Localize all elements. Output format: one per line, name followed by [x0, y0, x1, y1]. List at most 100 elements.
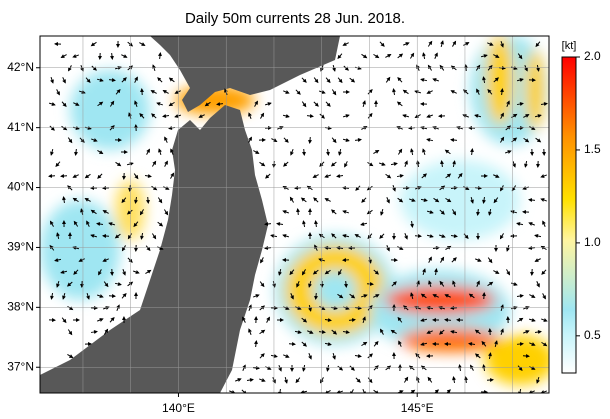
- arrow: [373, 294, 380, 298]
- arrow: [127, 65, 134, 71]
- arrow: [536, 64, 540, 72]
- arrow: [114, 233, 121, 239]
- arrow: [337, 293, 344, 299]
- arrow: [49, 125, 55, 131]
- arrow: [404, 233, 408, 240]
- arrow: [67, 185, 73, 191]
- arrow: [343, 65, 349, 71]
- arrow: [410, 292, 414, 300]
- arrow: [62, 292, 66, 300]
- arrow: [174, 114, 182, 118]
- arrow: [235, 378, 242, 382]
- arrow: [452, 280, 456, 288]
- arrow: [278, 388, 282, 393]
- arrow: [534, 114, 542, 118]
- arrow: [121, 77, 127, 83]
- arrow: [487, 88, 493, 95]
- arrow: [300, 197, 307, 203]
- arrow: [78, 90, 86, 94]
- arrow: [474, 114, 482, 118]
- arrow: [516, 78, 524, 82]
- arrow: [151, 233, 157, 240]
- arrow: [282, 210, 289, 214]
- arrow: [91, 65, 97, 71]
- arrow: [337, 77, 343, 84]
- arrow: [158, 148, 162, 156]
- arrow: [140, 232, 144, 240]
- arrow: [349, 365, 355, 371]
- arrow: [444, 294, 451, 298]
- arrow: [536, 281, 540, 288]
- arrow: [476, 88, 480, 95]
- arrow: [248, 136, 252, 143]
- arrow: [500, 88, 504, 96]
- arrow: [349, 77, 356, 83]
- arrow: [396, 174, 404, 178]
- arrow: [534, 234, 542, 238]
- arrow: [56, 280, 60, 288]
- arrow: [127, 257, 133, 263]
- arrow: [133, 221, 139, 228]
- arrow: [463, 233, 469, 239]
- arrow: [72, 174, 79, 178]
- arrow: [253, 294, 260, 298]
- arrow: [301, 317, 308, 323]
- arrow: [73, 102, 80, 106]
- arrow: [290, 149, 294, 156]
- arrow: [318, 258, 326, 262]
- arrow: [517, 317, 524, 323]
- arrow: [283, 137, 289, 143]
- arrow: [246, 378, 254, 382]
- arrow: [97, 150, 104, 155]
- arrow: [332, 352, 336, 360]
- arrow: [529, 342, 536, 346]
- arrow: [523, 330, 530, 334]
- arrow: [524, 160, 528, 168]
- arrow: [259, 161, 266, 167]
- arrow: [439, 185, 446, 191]
- arrow: [324, 342, 332, 346]
- arrow: [420, 342, 428, 346]
- arrow: [264, 222, 272, 226]
- arrow: [373, 149, 380, 154]
- arrow: [60, 174, 68, 178]
- arrow: [452, 209, 457, 216]
- arrow: [151, 113, 157, 119]
- arrow: [450, 330, 458, 334]
- arrow: [259, 305, 265, 311]
- arrow: [444, 149, 451, 155]
- arrow: [289, 269, 295, 276]
- arrow: [157, 77, 163, 83]
- arrow: [516, 222, 524, 226]
- arrow: [296, 281, 300, 288]
- arrow: [163, 209, 169, 216]
- arrow: [434, 268, 438, 276]
- arrow: [462, 114, 469, 118]
- arrow: [344, 161, 348, 168]
- arrow: [510, 66, 518, 70]
- arrow: [500, 328, 504, 336]
- arrow: [324, 389, 331, 393]
- arrow: [445, 173, 452, 179]
- arrow: [216, 102, 224, 106]
- arrow: [439, 64, 445, 71]
- arrow: [468, 293, 475, 299]
- arrow: [248, 328, 252, 335]
- arrow: [241, 389, 247, 393]
- arrow: [313, 77, 319, 84]
- arrow: [121, 292, 127, 299]
- lat-label: 37°N: [7, 359, 34, 373]
- arrow: [61, 101, 67, 107]
- arrow: [121, 197, 127, 204]
- arrow: [168, 101, 175, 107]
- arrow: [518, 388, 522, 393]
- arrow: [434, 52, 438, 59]
- arrow: [350, 389, 354, 393]
- arrow: [97, 173, 103, 179]
- arrow: [162, 114, 170, 118]
- arrow: [62, 196, 66, 204]
- arrow: [367, 233, 373, 240]
- arrow: [290, 293, 294, 300]
- arrow: [440, 256, 445, 263]
